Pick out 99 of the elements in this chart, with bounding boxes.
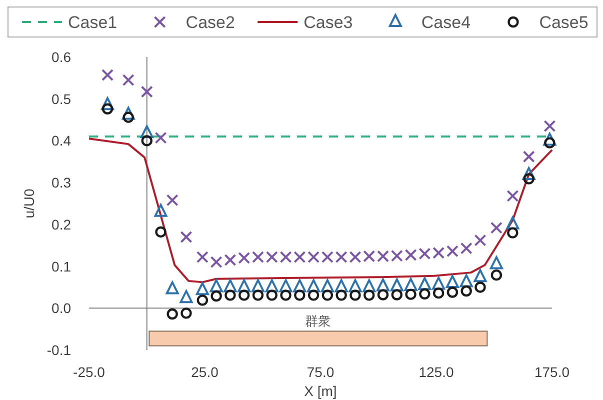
point [101, 97, 114, 110]
point [390, 278, 404, 292]
point [238, 290, 250, 301]
legend-label: Case4 [421, 13, 471, 32]
point [166, 194, 178, 206]
point [348, 279, 362, 292]
y-axis-title: u/U0 [21, 188, 37, 218]
point [122, 112, 134, 123]
point [418, 277, 432, 290]
point [210, 290, 222, 302]
point [224, 290, 236, 301]
x-tick-label: 175.0 [534, 364, 570, 380]
point [251, 279, 264, 292]
point [102, 103, 114, 115]
point [180, 308, 192, 319]
point [391, 289, 402, 300]
point [523, 173, 534, 184]
point [522, 150, 535, 163]
point [543, 132, 556, 146]
point [544, 137, 556, 148]
y-tick-label: 0.4 [52, 132, 72, 149]
point [544, 120, 556, 132]
x-tick-label: 125.0 [418, 364, 454, 380]
point [238, 279, 251, 292]
y-tick-label: 0.3 [52, 174, 72, 191]
x-tick-label: -25.0 [73, 364, 106, 380]
x-tick-label: 25.0 [191, 364, 219, 380]
point [294, 290, 306, 301]
point [154, 204, 168, 217]
point [446, 286, 458, 298]
point [432, 276, 446, 290]
point [307, 279, 320, 292]
point [490, 222, 502, 234]
legend-label: Case2 [186, 13, 235, 32]
point [265, 279, 278, 292]
point [155, 226, 166, 238]
y-tick-label: 0.5 [52, 90, 72, 107]
point [322, 290, 334, 301]
point [180, 290, 193, 304]
point [252, 290, 264, 301]
y-tick-label: 0.1 [52, 258, 72, 274]
y-tick-label: 0.2 [52, 216, 72, 232]
legend-label: Case5 [539, 13, 588, 32]
point [102, 69, 114, 81]
point [122, 74, 134, 86]
x-tick-label: 75.0 [306, 364, 334, 380]
point [122, 106, 135, 120]
point [336, 290, 347, 301]
point [432, 287, 444, 299]
point [166, 308, 178, 320]
point [140, 86, 153, 98]
x-axis-title: X [m] [304, 383, 337, 399]
point [474, 282, 486, 293]
point [334, 279, 348, 292]
point [279, 279, 292, 292]
point [140, 125, 154, 138]
point [320, 279, 334, 292]
point [224, 279, 237, 292]
band-label: 群衆 [305, 314, 332, 329]
point [507, 227, 518, 238]
point [490, 269, 502, 281]
legend-label: Case1 [68, 13, 118, 32]
point [210, 256, 222, 268]
point [196, 282, 209, 296]
point [446, 275, 459, 288]
legend-label: Case3 [304, 13, 353, 32]
point [196, 251, 208, 264]
point [419, 288, 430, 300]
point [404, 278, 418, 291]
point [446, 245, 458, 258]
point [350, 290, 361, 301]
y-tick-label: -0.1 [46, 342, 72, 358]
point [490, 256, 503, 270]
point [376, 278, 390, 292]
point [474, 269, 487, 282]
point [166, 281, 179, 294]
point [364, 290, 375, 301]
point [154, 132, 167, 144]
point [506, 216, 520, 230]
point [362, 279, 376, 292]
point [180, 230, 192, 243]
point [460, 274, 473, 288]
point [266, 290, 278, 301]
point [405, 288, 416, 300]
point [460, 242, 472, 254]
y-tick-label: 0.0 [52, 300, 72, 316]
point [474, 234, 486, 246]
point [224, 254, 236, 266]
point [293, 279, 306, 292]
point [141, 135, 152, 146]
point [210, 279, 223, 292]
point [196, 294, 208, 306]
point [460, 285, 472, 297]
point [308, 290, 320, 301]
point [280, 290, 292, 301]
point [506, 190, 519, 202]
point [377, 289, 389, 300]
point [522, 167, 536, 180]
y-tick-label: 0.6 [52, 49, 72, 65]
